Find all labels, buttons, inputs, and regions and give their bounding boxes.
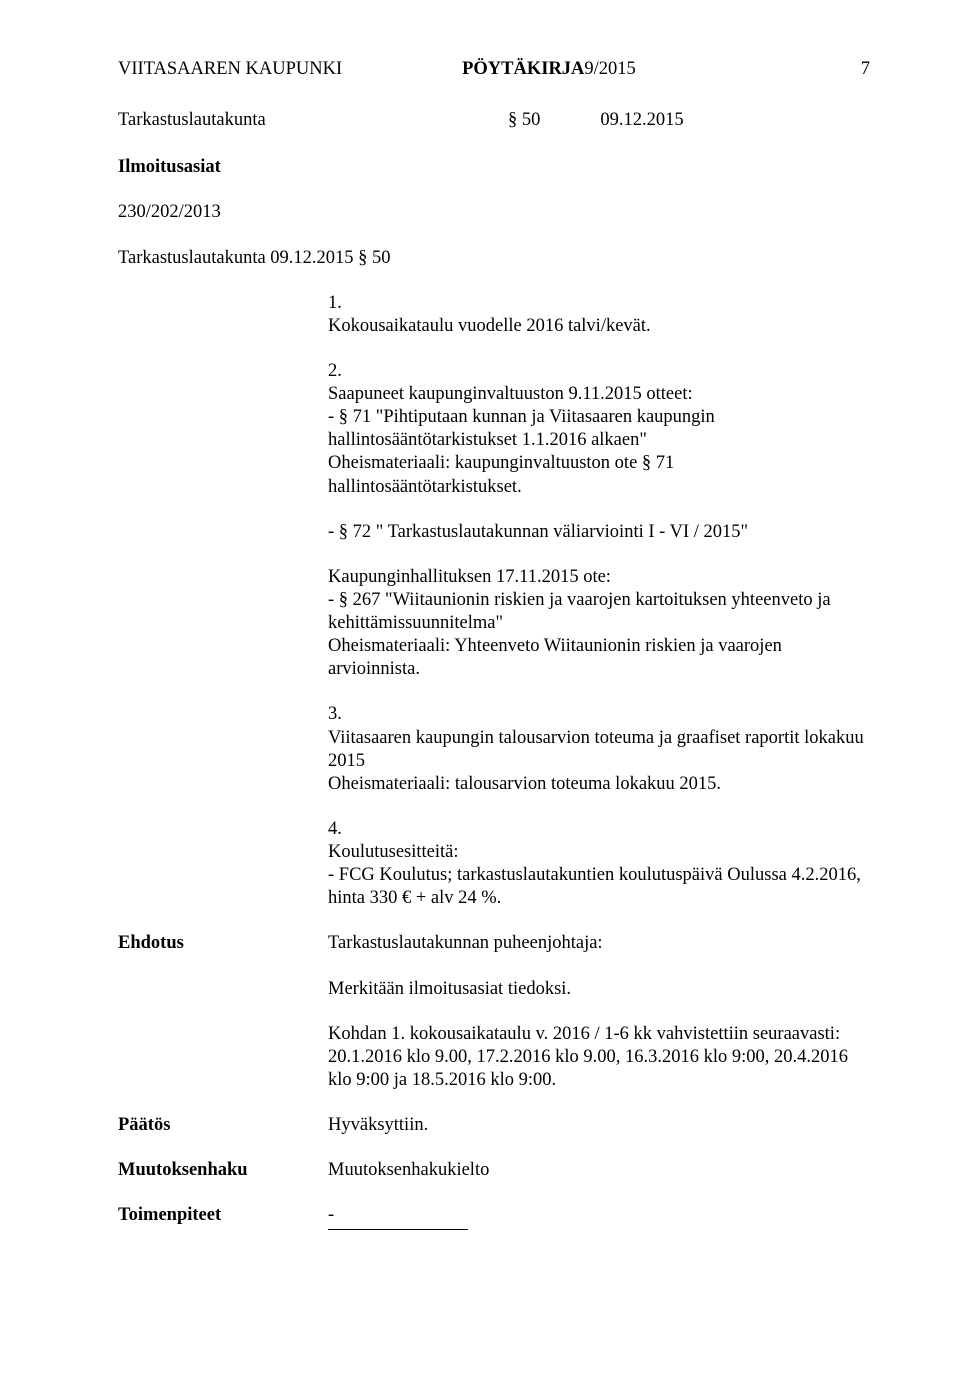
page-number: 7: [861, 58, 870, 81]
item-2c: Kaupunginhallituksen 17.11.2015 ote: - §…: [328, 566, 870, 682]
ehdotus-line2: Merkitään ilmoitusasiat tiedoksi.: [328, 978, 870, 1001]
paatos-value: Hyväksyttiin.: [328, 1114, 870, 1137]
doc-type: PÖYTÄKIRJA: [462, 58, 584, 81]
item-2c-line1: Kaupunginhallituksen 17.11.2015 ote:: [328, 566, 870, 589]
item-2-line1: Saapuneet kaupunginvaltuuston 9.11.2015 …: [328, 383, 870, 406]
ehdotus-label: Ehdotus: [118, 932, 328, 955]
toimenpiteet-row: Toimenpiteet -: [118, 1204, 870, 1227]
muutoksenhaku-row: Muutoksenhaku Muutoksenhakukielto: [118, 1159, 870, 1182]
item-1-text: Kokousaikataulu vuodelle 2016 talvi/kevä…: [328, 315, 870, 338]
doc-number: 9/2015: [584, 58, 635, 81]
paatos-row: Päätös Hyväksyttiin.: [118, 1114, 870, 1137]
item-4-line2: - FCG Koulutus; tarkastuslautakuntien ko…: [328, 864, 870, 910]
item-3: 3. Viitasaaren kaupungin talousarvion to…: [328, 703, 870, 796]
item-3-line1: Viitasaaren kaupungin talousarvion toteu…: [328, 727, 870, 773]
item-1-number: 1.: [328, 292, 870, 315]
ehdotus-line1: Tarkastuslautakunnan puheenjohtaja:: [328, 932, 870, 955]
org-name: VIITASAAREN KAUPUNKI: [118, 58, 342, 81]
ehdotus-value: Tarkastuslautakunnan puheenjohtaja: Merk…: [328, 932, 870, 1092]
item-3-line2: Oheismateriaali: talousarvion toteuma lo…: [328, 773, 870, 796]
case-number: 230/202/2013: [118, 201, 870, 224]
ehdotus-line3: Kohdan 1. kokousaikataulu v. 2016 / 1-6 …: [328, 1023, 870, 1092]
muutoksenhaku-value: Muutoksenhakukielto: [328, 1159, 870, 1182]
section-title: Ilmoitusasiat: [118, 156, 870, 179]
meeting-date: 09.12.2015: [600, 109, 683, 132]
item-3-number: 3.: [328, 703, 870, 726]
item-1: 1. Kokousaikataulu vuodelle 2016 talvi/k…: [328, 292, 870, 338]
item-2b: - § 72 " Tarkastuslautakunnan väliarvioi…: [328, 521, 870, 544]
item-2-line3: Oheismateriaali: kaupunginvaltuuston ote…: [328, 452, 870, 498]
section-number: § 50: [508, 109, 540, 132]
item-2c-line3: Oheismateriaali: Yhteenveto Wiitaunionin…: [328, 635, 870, 681]
paatos-label: Päätös: [118, 1114, 328, 1137]
item-4: 4. Koulutusesitteitä: - FCG Koulutus; ta…: [328, 818, 870, 911]
item-2c-line2: - § 267 "Wiitaunionin riskien ja vaaroje…: [328, 589, 870, 635]
body-content: 1. Kokousaikataulu vuodelle 2016 talvi/k…: [328, 292, 870, 911]
page-header: VIITASAAREN KAUPUNKI PÖYTÄKIRJA 9/2015 7: [118, 58, 870, 81]
toimenpiteet-value: -: [328, 1204, 334, 1227]
committee-row: Tarkastuslautakunta § 50 09.12.2015: [118, 109, 870, 132]
item-2-line2: - § 71 "Pihtiputaan kunnan ja Viitasaare…: [328, 406, 870, 452]
item-2-number: 2.: [328, 360, 870, 383]
item-2: 2. Saapuneet kaupunginvaltuuston 9.11.20…: [328, 360, 870, 499]
document-page: VIITASAAREN KAUPUNKI PÖYTÄKIRJA 9/2015 7…: [0, 0, 960, 1288]
ehdotus-row: Ehdotus Tarkastuslautakunnan puheenjohta…: [118, 932, 870, 1092]
toimenpiteet-underline: [328, 1229, 468, 1230]
committee-name: Tarkastuslautakunta: [118, 109, 508, 132]
meeting-reference: Tarkastuslautakunta 09.12.2015 § 50: [118, 247, 870, 270]
muutoksenhaku-label: Muutoksenhaku: [118, 1159, 328, 1182]
item-4-number: 4.: [328, 818, 870, 841]
toimenpiteet-label: Toimenpiteet: [118, 1204, 328, 1227]
item-4-line1: Koulutusesitteitä:: [328, 841, 870, 864]
